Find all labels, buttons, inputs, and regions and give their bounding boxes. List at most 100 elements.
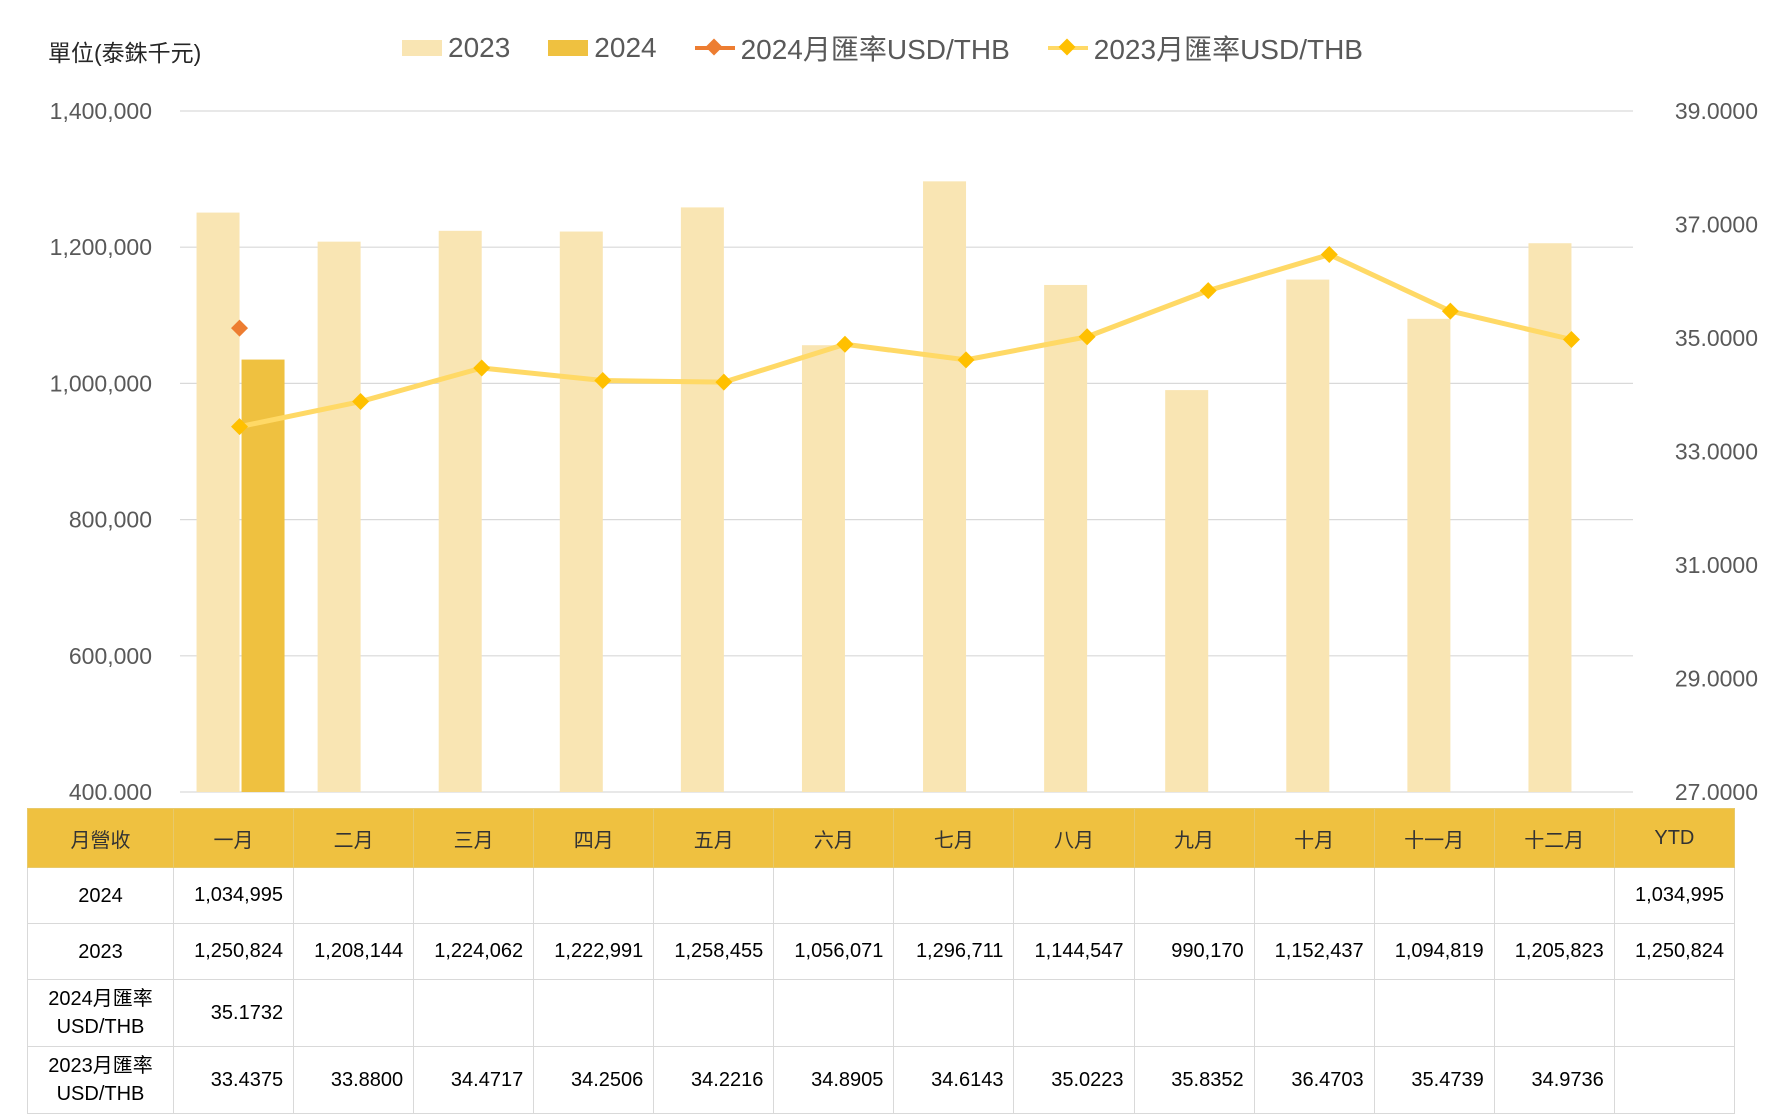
table-cell: [773, 979, 895, 1047]
marker-rate-2023: [473, 359, 491, 377]
table-cell: 1,250,824: [172, 923, 295, 980]
table-cell: [893, 979, 1015, 1047]
table-row: 2024月匯率 USD/THB 35.1732: [27, 979, 1736, 1047]
table-header-label: 月營收: [27, 808, 174, 868]
table-header-cell: 十月: [1253, 808, 1375, 868]
table-header-cell: 八月: [1013, 808, 1135, 868]
table-header-cell: 十二月: [1493, 808, 1615, 868]
bar-2023: [801, 345, 845, 792]
marker-rate-2023: [715, 373, 733, 391]
table-cell: [293, 867, 415, 924]
table-header-cell: 三月: [413, 808, 535, 868]
table-cell: [413, 867, 535, 924]
table-cell: [1613, 979, 1736, 1047]
bar-2023: [438, 230, 482, 792]
table-header-row: 月營收 一月 二月 三月 四月 五月 六月 七月 八月 九月 十月 十一月 十二月 YTD: [27, 808, 1736, 868]
table-cell: [1493, 979, 1615, 1047]
table-cell: 990,170: [1133, 923, 1255, 980]
y-left-tick-label: 600,000: [69, 643, 152, 669]
table-cell: [533, 867, 655, 924]
table-row-label: 2024: [27, 867, 174, 924]
y-right-tick-label: 39.0000: [1675, 98, 1758, 124]
legend: 2023 2024 2024月匯率USD/THB 2023月匯率USD/THB: [402, 28, 1401, 68]
table-cell: 1,296,711: [893, 923, 1015, 980]
table-cell: [653, 867, 775, 924]
table-cell: 1,152,437: [1253, 923, 1375, 980]
legend-item-rate-2024: 2024月匯率USD/THB: [694, 28, 1010, 68]
table-header-cell: 十一月: [1373, 808, 1495, 868]
table-cell: [1253, 979, 1375, 1047]
table-cell: 1,144,547: [1013, 923, 1135, 980]
table-cell: 35.0223: [1013, 1046, 1135, 1114]
bar-2023: [1286, 279, 1330, 792]
table-cell: [293, 979, 415, 1047]
table-cell: [1493, 867, 1615, 924]
legend-label-rate-2024: 2024月匯率USD/THB: [740, 34, 1010, 65]
table-cell: 34.8905: [773, 1046, 895, 1114]
table-row-label-line: 2024月匯率: [48, 988, 153, 1010]
table-row-label-line: USD/THB: [56, 1083, 145, 1105]
table-cell: [1373, 867, 1495, 924]
bar-2023: [317, 241, 361, 792]
table-cell: 36.4703: [1253, 1046, 1375, 1114]
legend-swatch-rate-2023: [1047, 38, 1088, 56]
line-rate-2023: [239, 252, 1573, 430]
table-cell: 1,258,455: [653, 923, 775, 980]
marker-rate-2023: [957, 351, 975, 369]
table-header-cell: 四月: [533, 808, 655, 868]
table-cell: 1,208,144: [293, 923, 415, 980]
table-cell: [1133, 867, 1255, 924]
table-cell: 34.2216: [653, 1046, 775, 1114]
table-cell: [1373, 979, 1495, 1047]
table-cell: 35.8352: [1133, 1046, 1255, 1114]
table-row-label: 2023: [27, 923, 174, 980]
legend-swatch-2023: [402, 40, 442, 56]
y-left-tick-label: 1,400,000: [50, 98, 152, 124]
table-cell: [533, 979, 655, 1047]
table-cell: [1253, 867, 1375, 924]
marker-rate-2023: [1320, 246, 1338, 264]
y-right-tick-label: 31.0000: [1675, 552, 1758, 578]
table-cell: 35.1732: [172, 979, 295, 1047]
table-cell: 33.8800: [293, 1046, 415, 1114]
y-left-tick-label: 1,200,000: [50, 234, 152, 260]
y-right-tick-label: 35.0000: [1675, 325, 1758, 351]
legend-swatch-rate-2024: [694, 38, 735, 56]
table-cell: 1,034,995: [172, 867, 295, 924]
table-cell: 34.2506: [533, 1046, 655, 1114]
table-header-cell: 七月: [893, 808, 1015, 868]
bar-2023: [559, 231, 603, 792]
table-cell: [773, 867, 895, 924]
table-row-label: 2024月匯率 USD/THB: [27, 979, 174, 1047]
marker-rate-2023: [836, 335, 854, 353]
table-cell: 1,094,819: [1373, 923, 1495, 980]
legend-label-2023: 2023: [448, 32, 511, 63]
table-row-label-line: 2023: [78, 940, 123, 963]
table-cell: [1013, 979, 1135, 1047]
bar-2023: [196, 212, 240, 792]
table-cell: 34.4717: [413, 1046, 535, 1114]
table-header-cell: 五月: [653, 808, 775, 868]
table-cell: 1,034,995: [1613, 867, 1736, 924]
marker-rate-2023: [1441, 302, 1459, 320]
combo-chart: 400,000 600,000 800,000 1,000,000 1,200,000 1…: [50, 98, 1758, 800]
y-right-tick-label: 37.0000: [1675, 212, 1758, 238]
marker-rate-2023: [1199, 282, 1217, 300]
legend-swatch-2024: [548, 40, 589, 56]
bar-2023: [680, 207, 724, 792]
table-cell: 1,224,062: [413, 923, 535, 980]
table-row-label-line: 2023月匯率: [48, 1055, 153, 1077]
table-cell: 34.6143: [893, 1046, 1015, 1114]
marker-rate-2023: [1562, 330, 1580, 348]
table-header-cell: 二月: [293, 808, 415, 868]
table-cell: [1133, 979, 1255, 1047]
y-left-tick-label: 400,000: [69, 779, 152, 800]
bar-2024: [241, 359, 285, 792]
y-right-tick-label: 27.0000: [1675, 779, 1758, 800]
table-row: 2023 1,250,824 1,208,144 1,224,062 1,222,991…: [27, 923, 1736, 980]
y-left-tick-label: 1,000,000: [50, 370, 152, 396]
table-cell: 33.4375: [172, 1046, 295, 1114]
bar-2023: [1044, 284, 1088, 792]
table-header-cell: 一月: [172, 808, 295, 868]
legend-item-2023: 2023: [402, 32, 510, 64]
